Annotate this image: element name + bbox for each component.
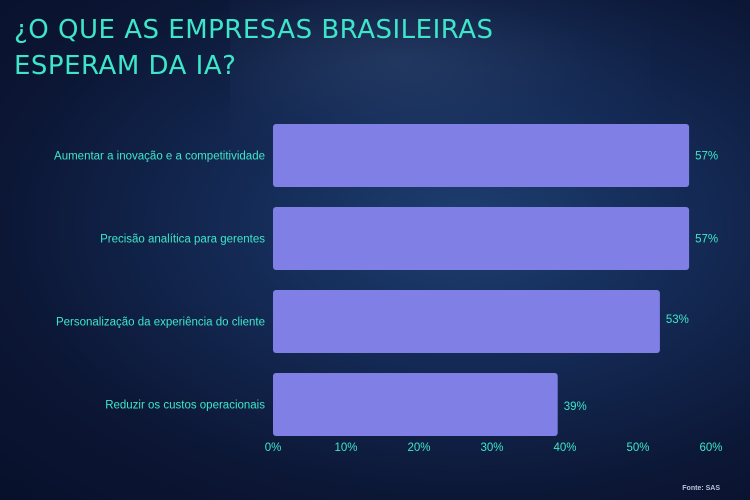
value-label: 39% bbox=[564, 401, 587, 413]
x-tick-label: 60% bbox=[699, 442, 722, 454]
value-label: 53% bbox=[666, 314, 689, 326]
value-label: 57% bbox=[695, 234, 718, 246]
source-note: Fonte: SAS bbox=[682, 485, 720, 492]
value-label: 57% bbox=[695, 151, 718, 163]
x-tick-label: 10% bbox=[334, 442, 357, 454]
category-label: Reduzir os custos operacionais bbox=[105, 400, 265, 412]
chart-title: ¿O QUE AS EMPRESAS BRASILEIRAS ESPERAM D… bbox=[14, 15, 494, 81]
x-tick-label: 20% bbox=[407, 442, 430, 454]
x-tick-label: 30% bbox=[480, 442, 503, 454]
category-label: Aumentar a inovação e a competitividade bbox=[54, 151, 265, 163]
x-tick-label: 40% bbox=[553, 442, 576, 454]
category-label: Personalização da experiência do cliente bbox=[56, 317, 265, 329]
category-label: Precisão analítica para gerentes bbox=[100, 234, 265, 246]
bar bbox=[273, 290, 660, 353]
bar bbox=[273, 207, 690, 270]
x-tick-label: 50% bbox=[626, 442, 649, 454]
bar bbox=[273, 124, 690, 187]
x-tick-label: 0% bbox=[265, 442, 282, 454]
bar bbox=[273, 373, 558, 436]
